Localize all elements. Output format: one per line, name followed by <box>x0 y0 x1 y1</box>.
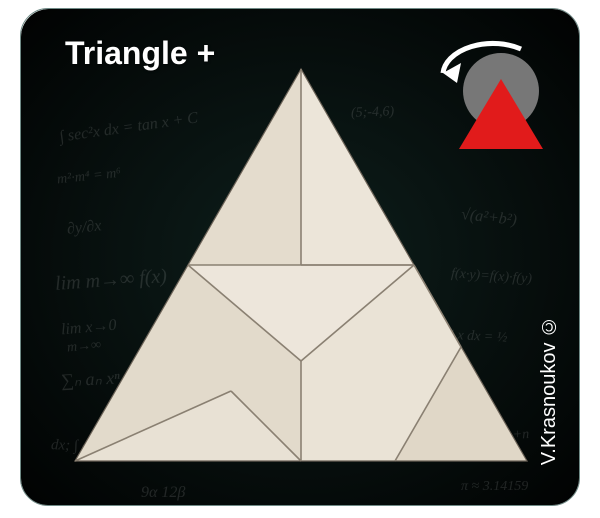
author-credit: V.Krasnoukov © <box>538 315 561 465</box>
puzzle-diagram <box>71 65 531 465</box>
puzzle-card: ∫ sec²x dx = tan x + Clim m→∞ f(x)m²·m⁴ … <box>20 8 580 506</box>
